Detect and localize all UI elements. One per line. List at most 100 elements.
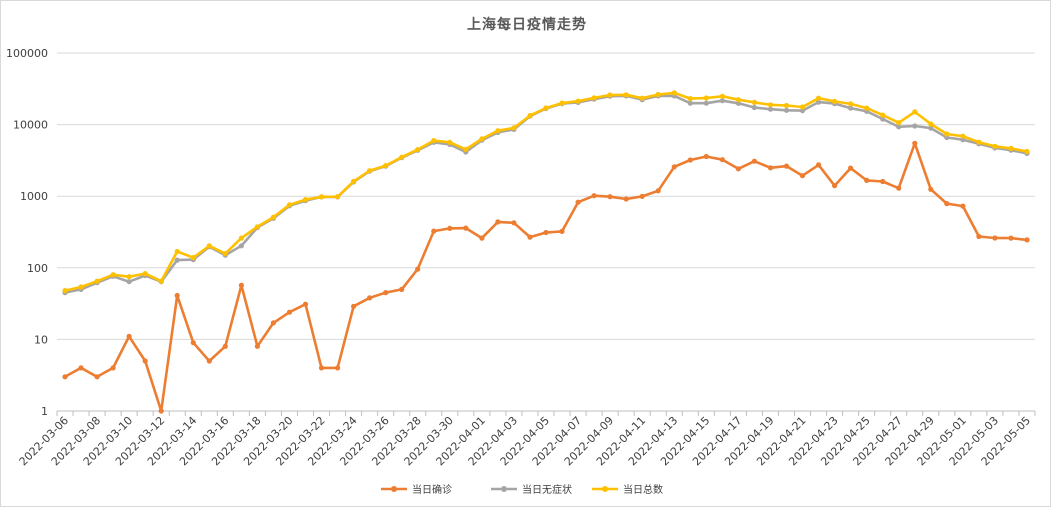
data-point [447, 139, 453, 145]
data-point [928, 186, 934, 192]
data-point [655, 91, 661, 98]
data-point [158, 278, 164, 284]
data-point [62, 288, 68, 294]
data-point [206, 358, 212, 364]
data-point [495, 128, 501, 134]
data-point [527, 113, 533, 119]
data-point [639, 193, 645, 199]
data-point [511, 125, 517, 131]
data-point [431, 228, 437, 234]
data-point [703, 153, 709, 160]
data-point [751, 104, 758, 111]
data-point [767, 102, 774, 108]
data-point [559, 228, 565, 234]
data-point [335, 194, 341, 200]
data-point [944, 131, 950, 137]
data-point [783, 163, 790, 169]
y-tick-label: 10 [34, 333, 48, 346]
data-point [960, 203, 966, 209]
data-point [703, 100, 709, 106]
data-point [687, 100, 693, 106]
data-point [174, 292, 180, 299]
data-point [896, 185, 902, 191]
data-point [832, 183, 838, 189]
data-point [799, 173, 806, 179]
y-tick-label: 1 [41, 405, 48, 418]
data-point [126, 279, 132, 285]
data-point [751, 158, 758, 164]
data-point [976, 139, 982, 145]
data-point [976, 233, 982, 240]
data-point [238, 235, 244, 241]
data-point [816, 99, 822, 105]
data-point [190, 340, 196, 346]
data-point [735, 97, 742, 103]
data-point [222, 251, 228, 257]
data-point [399, 286, 405, 292]
data-point [318, 194, 325, 200]
data-point [351, 303, 357, 309]
data-point [575, 98, 581, 104]
legend-label: 当日总数 [623, 483, 663, 496]
data-point [703, 95, 709, 101]
data-point [848, 165, 854, 171]
data-point [1008, 145, 1014, 151]
legend-swatch-marker [391, 486, 397, 492]
data-point [94, 374, 100, 380]
data-point [1024, 148, 1030, 155]
data-point [639, 95, 645, 101]
data-point [447, 225, 453, 231]
data-point [912, 109, 918, 115]
data-point [783, 102, 790, 109]
data-point [142, 358, 148, 364]
series-group [62, 140, 1030, 414]
series-group [62, 90, 1030, 294]
legend-swatch-marker [501, 486, 507, 492]
data-point [94, 278, 100, 284]
data-point [623, 92, 629, 98]
legend: 当日确诊 当日无症状 当日总数 [381, 483, 663, 496]
data-point [383, 163, 389, 169]
data-point [383, 290, 389, 296]
legend-item: 当日无症状 [491, 483, 572, 496]
data-point [992, 235, 998, 241]
data-point [367, 295, 373, 301]
data-point [543, 105, 549, 111]
legend-item: 当日总数 [592, 483, 663, 496]
data-point [126, 333, 132, 339]
data-point [992, 143, 998, 149]
data-point [399, 154, 405, 160]
data-point [479, 235, 485, 241]
data-point [671, 164, 677, 170]
data-point [367, 168, 373, 174]
data-point [110, 365, 116, 371]
data-point [687, 96, 693, 102]
data-point [238, 243, 244, 249]
data-point [110, 272, 116, 278]
data-point [912, 140, 918, 146]
data-point [751, 99, 758, 105]
data-point [799, 104, 806, 110]
data-point [783, 107, 790, 113]
data-point [463, 146, 469, 152]
data-point [126, 274, 132, 280]
data-point [767, 106, 774, 112]
data-point [335, 365, 341, 371]
data-point [270, 320, 276, 326]
data-point [318, 365, 325, 371]
data-point [912, 123, 918, 129]
data-point [78, 284, 84, 290]
data-point [351, 178, 357, 184]
data-point [880, 116, 886, 122]
data-point [960, 133, 966, 139]
data-point [832, 98, 838, 104]
data-point [78, 365, 84, 371]
data-point [415, 266, 421, 272]
chart-title: 上海每日疫情走势 [467, 16, 587, 33]
data-point [543, 229, 549, 236]
data-point [415, 147, 421, 153]
data-point [735, 100, 742, 106]
data-point [880, 112, 886, 118]
data-point [607, 92, 613, 98]
data-point [527, 234, 533, 240]
